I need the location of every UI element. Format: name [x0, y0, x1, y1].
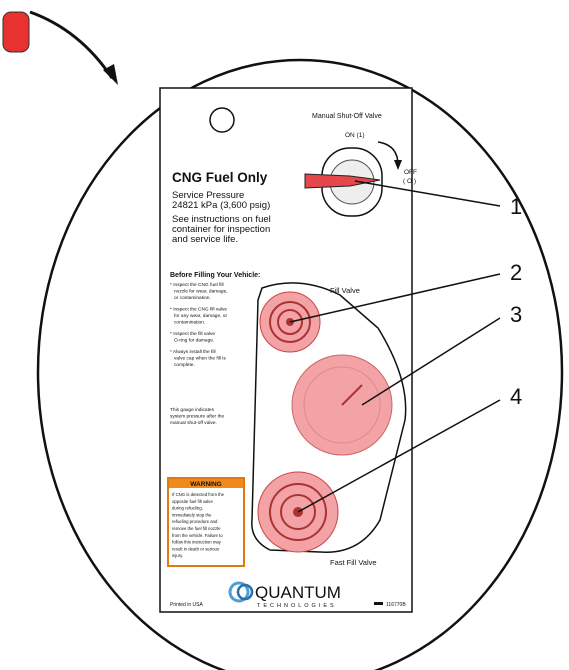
- bullet-line: O-ring for damage.: [174, 338, 214, 344]
- callout-number: 3: [510, 302, 522, 327]
- fast-fill-ring: [269, 483, 327, 541]
- bullet-line: * Always install the fill: [170, 349, 216, 355]
- off-label: OFF: [404, 169, 417, 176]
- bullet-line: complete.: [174, 362, 195, 368]
- valve-label: Manual Shut-Off Valve: [312, 113, 382, 120]
- instructions: container for inspection: [172, 224, 270, 235]
- instructions: and service life.: [172, 234, 238, 245]
- fill-valve-ring: [277, 309, 303, 335]
- callout-number: 4: [510, 384, 522, 409]
- bullet-line: for any wear, damage, or: [174, 313, 227, 319]
- gauge-scale: [303, 366, 381, 444]
- bullet-line: * Inspect the CNG fuel fill: [170, 282, 224, 288]
- brand-sub: TECHNOLOGIES: [257, 603, 337, 609]
- warning-line: during refueling,: [172, 506, 203, 511]
- warning-line: injury.: [172, 553, 183, 558]
- warning-header: [169, 479, 243, 488]
- warning-line: immediately stop the: [172, 512, 212, 517]
- rotation-arrow-head: [394, 160, 402, 170]
- warning-line: remove the fuel fill nozzle: [172, 526, 221, 531]
- arrow-head: [103, 64, 118, 85]
- title: CNG Fuel Only: [172, 170, 268, 185]
- mount-hole: [209, 107, 235, 133]
- instructions: See instructions on fuel: [172, 214, 271, 225]
- service: Service Pressure: [172, 190, 244, 201]
- printed-note: Printed in USA: [170, 602, 203, 608]
- outline-circle: [36, 58, 564, 670]
- bullet-line: * Inspect the fill valve: [170, 331, 215, 337]
- bullet-line: * Inspect the CNG fill valve: [170, 307, 227, 313]
- warning-title: WARNING: [190, 481, 221, 488]
- bullet-line: or contamination.: [174, 295, 211, 301]
- callout-line: [297, 399, 501, 513]
- warning-box: [167, 477, 245, 567]
- warning-line: refueling procedure and: [172, 519, 218, 524]
- warning-line: follow this instruction may: [172, 540, 222, 545]
- callout-line: [289, 273, 501, 323]
- callout-line: [361, 317, 501, 406]
- red-tag: [2, 11, 30, 53]
- gauge-note-line: manual shut-off valve.: [170, 420, 217, 426]
- warning-line: result in death or serious: [172, 546, 219, 551]
- fill-valve-ring: [269, 301, 311, 343]
- before-heading: Before Filling Your Vehicle:: [170, 272, 260, 279]
- callout-line: [354, 180, 501, 207]
- valve-area-outline: [251, 282, 407, 553]
- gauge: [291, 354, 393, 456]
- fast-fill-label: Fast Fill Valve: [330, 558, 377, 567]
- off-label: ( O ): [403, 178, 416, 185]
- on-label: ON (1): [345, 132, 365, 139]
- part-bar: [374, 602, 383, 605]
- bullet-line: contamination.: [174, 320, 205, 326]
- warning-line: opposite fuel fill valve: [172, 499, 213, 504]
- service: 24821 kPa (3,600 psig): [172, 200, 270, 211]
- warning-line: If CNG is detected from the: [172, 492, 225, 497]
- gauge-note-line: This gauge indicates: [170, 407, 215, 413]
- part-number: 116770B: [386, 602, 406, 608]
- fast-fill-ring: [280, 494, 316, 530]
- logo-mark: [228, 581, 250, 603]
- fill-valve-label: Fill Valve: [330, 286, 360, 295]
- callout-number: 1: [510, 194, 522, 219]
- brand: QUANTUM: [255, 583, 341, 602]
- logo-mark: [236, 583, 254, 601]
- gauge-needle: [341, 384, 363, 406]
- callout-number: 2: [510, 260, 522, 285]
- pointer-arrow: [29, 10, 114, 79]
- warning-line: from the vehicle. Failure to: [172, 533, 223, 538]
- bullet-line: nozzle for wear, damage,: [174, 289, 228, 295]
- warning-text: If CNG is detected from the opposite fuel…: [172, 492, 225, 558]
- bullet-line: valve cap when the fill is: [174, 356, 226, 362]
- gauge-note-line: system pressure after the: [170, 414, 224, 420]
